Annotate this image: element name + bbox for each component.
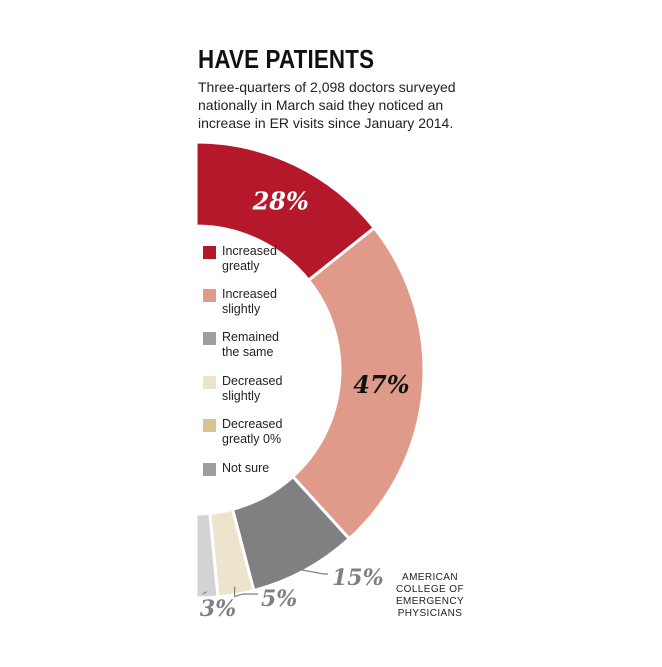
leader-line-remained-the-same — [299, 561, 328, 575]
data-label-remained-the-same: 15% — [332, 565, 384, 591]
slice-not-sure — [194, 511, 220, 600]
legend-item-remained-the-same: Remained the same — [203, 330, 313, 374]
legend-swatch-increased-greatly — [203, 246, 216, 259]
legend-label-decreased-greatly: Decreased greatly 0% — [222, 417, 283, 446]
legend-swatch-increased-slightly — [203, 289, 216, 302]
legend-item-increased-greatly: Increased greatly — [203, 244, 313, 287]
legend-swatch-decreased-greatly — [203, 419, 216, 432]
legend-label-increased-slightly: Increased slightly — [222, 287, 277, 316]
legend-item-not-sure: Not sure — [203, 461, 313, 481]
slice-increased-slightly — [290, 225, 426, 541]
legend-label-not-sure: Not sure — [222, 461, 270, 475]
data-label-not-sure: 3% — [200, 596, 236, 622]
chart-subtitle: Three-quarters of 2,098 doctors surveyed… — [198, 79, 456, 131]
legend-item-decreased-slightly: Decreased slightly — [203, 374, 313, 417]
data-label-decreased-slightly: 5% — [261, 586, 297, 612]
legend-label-increased-greatly: Increased greatly — [222, 244, 277, 273]
source-credit: AMERICAN COLLEGE OF EMERGENCY PHYSICIANS — [395, 572, 465, 619]
legend-swatch-decreased-slightly — [203, 376, 216, 389]
chart-legend: Increased greatly Increased slightly Rem… — [203, 244, 313, 481]
legend-item-decreased-greatly: Decreased greatly 0% — [203, 417, 313, 461]
data-label-increased-slightly: 47% — [353, 370, 409, 399]
legend-item-increased-slightly: Increased slightly — [203, 287, 313, 330]
leader-line-decreased-slightly — [233, 586, 258, 598]
legend-label-decreased-slightly: Decreased slightly — [222, 374, 283, 403]
legend-label-remained-the-same: Remained the same — [222, 330, 279, 359]
legend-swatch-not-sure — [203, 463, 216, 476]
chart-title: HAVE PATIENTS — [198, 44, 375, 74]
leader-line-not-sure — [202, 591, 207, 595]
legend-swatch-remained-the-same — [203, 332, 216, 345]
data-label-increased-greatly: 28% — [252, 186, 309, 215]
